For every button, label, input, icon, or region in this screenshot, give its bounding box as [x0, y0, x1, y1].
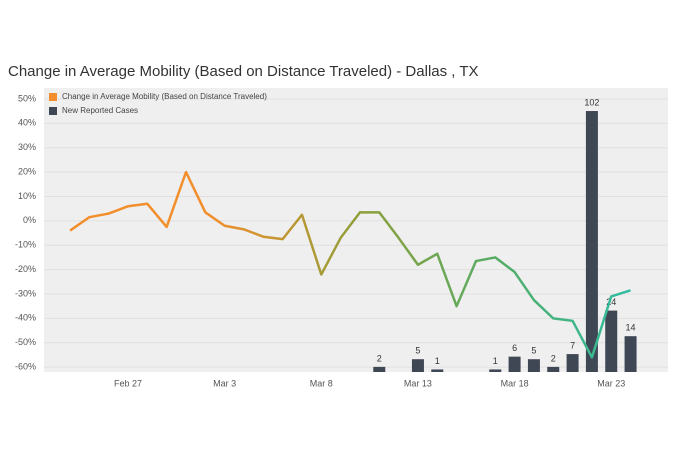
legend-label: Change in Average Mobility (Based on Dis…: [62, 92, 267, 101]
value-label: 1: [435, 356, 440, 366]
value-label: 7: [570, 340, 575, 350]
bar: [547, 366, 560, 372]
bar: [527, 359, 540, 372]
value-label: 5: [531, 346, 536, 356]
value-label: 2: [377, 353, 382, 363]
value-label: 1: [493, 356, 498, 366]
mobility-line: [69, 170, 631, 359]
y-tick-label: -10%: [15, 240, 36, 250]
value-label: 14: [626, 323, 636, 333]
bar: [508, 356, 521, 372]
plot-area: [44, 88, 668, 372]
bar: [373, 366, 386, 372]
value-label: 24: [606, 297, 616, 307]
x-tick-label: Feb 27: [114, 378, 142, 388]
value-label: 5: [415, 346, 420, 356]
bar: [605, 310, 618, 372]
y-tick-label: -30%: [15, 288, 36, 298]
bar: [489, 369, 502, 372]
x-tick-label: Mar 13: [404, 378, 432, 388]
x-tick-label: Mar 3: [213, 378, 236, 388]
bar: [585, 111, 598, 372]
y-tick-label: 0%: [23, 215, 36, 225]
legend-label: New Reported Cases: [62, 106, 138, 115]
y-tick-label: 20%: [18, 166, 36, 176]
x-tick-label: Mar 23: [597, 378, 625, 388]
x-tick-label: Mar 8: [310, 378, 333, 388]
bar: [431, 369, 444, 372]
value-label: 102: [584, 97, 599, 107]
bar: [411, 359, 424, 372]
value-label: 2: [551, 353, 556, 363]
legend-swatch: [49, 107, 57, 115]
bar: [566, 354, 579, 372]
y-tick-label: -20%: [15, 264, 36, 274]
legend-swatch: [49, 93, 57, 101]
y-tick-label: -50%: [15, 337, 36, 347]
value-label: 6: [512, 343, 517, 353]
bar: [624, 336, 637, 372]
y-tick-label: 10%: [18, 191, 36, 201]
y-tick-label: 50%: [18, 93, 36, 103]
chart-title: Change in Average Mobility (Based on Dis…: [8, 63, 479, 80]
y-tick-label: 30%: [18, 142, 36, 152]
x-tick-label: Mar 18: [501, 378, 529, 388]
y-tick-label: 40%: [18, 118, 36, 128]
y-tick-label: -60%: [15, 361, 36, 371]
y-tick-label: -40%: [15, 313, 36, 323]
